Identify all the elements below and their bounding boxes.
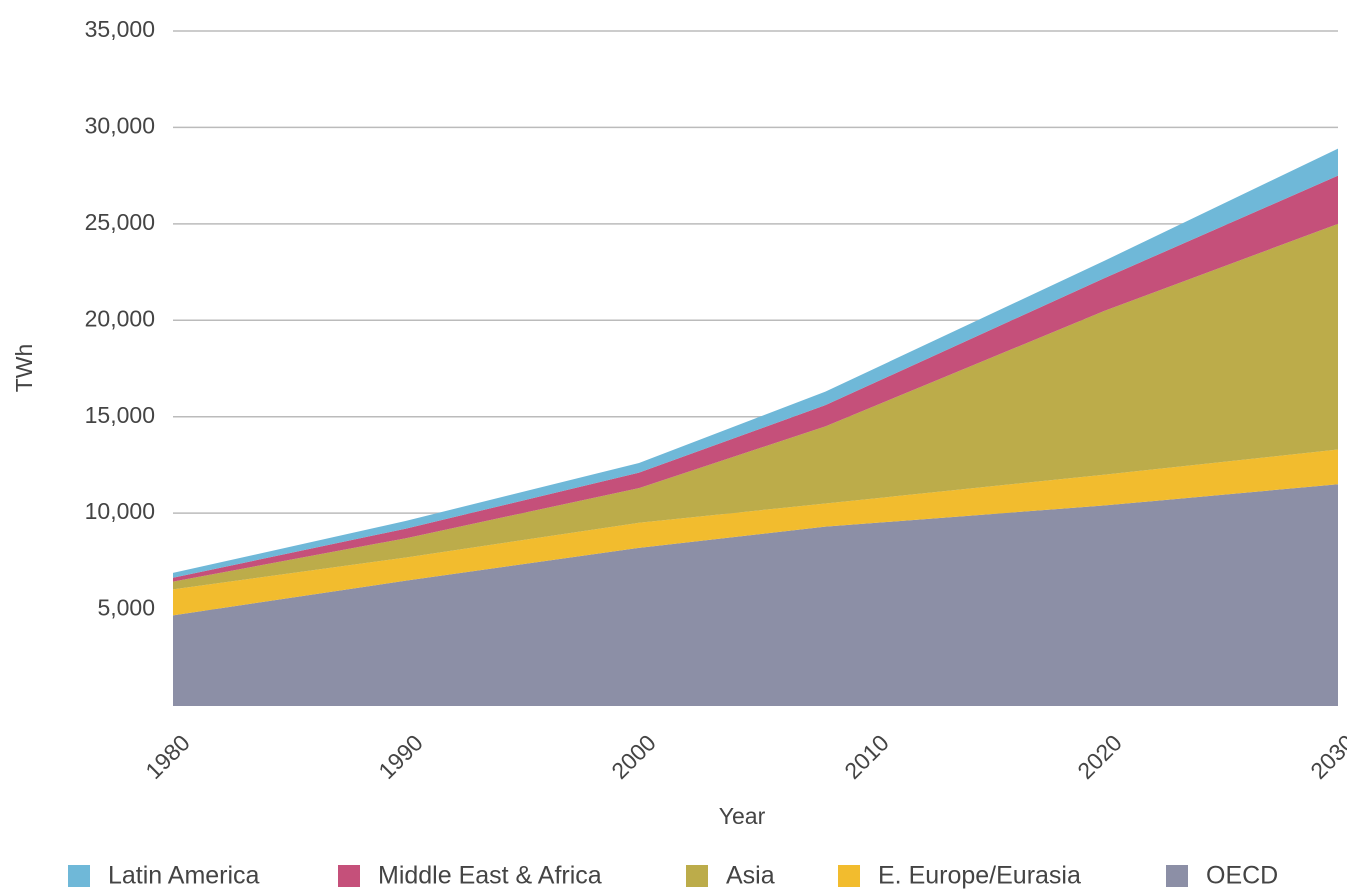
legend-label: OECD	[1206, 862, 1278, 890]
x-tick-label: 2030	[1305, 729, 1347, 784]
area	[173, 449, 1338, 616]
area	[173, 223, 1338, 590]
y-tick-label: 15,000	[85, 402, 155, 428]
x-tick-label: 1980	[140, 729, 195, 784]
legend-swatch	[1166, 865, 1188, 887]
y-tick-label: 5,000	[97, 595, 155, 621]
legend-swatch	[68, 865, 90, 887]
y-tick-label: 10,000	[85, 498, 155, 524]
x-tick-label: 2000	[606, 729, 661, 784]
y-tick-label: 25,000	[85, 209, 155, 235]
legend-label: Middle East & Africa	[378, 862, 602, 890]
x-tick-label: 2020	[1072, 729, 1127, 784]
y-tick-label: 35,000	[85, 16, 155, 42]
legend-swatch	[686, 865, 708, 887]
legend-label: Latin America	[108, 862, 260, 890]
legend-swatch	[338, 865, 360, 887]
legend-label: Asia	[726, 862, 775, 890]
x-axis-label: Year	[719, 803, 766, 829]
area	[173, 484, 1338, 706]
x-tick-label: 2010	[839, 729, 894, 784]
y-tick-label: 20,000	[85, 305, 155, 331]
legend-swatch	[838, 865, 860, 887]
legend-label: E. Europe/Eurasia	[878, 862, 1081, 890]
y-axis-label: TWh	[11, 344, 37, 393]
x-tick-label: 1990	[373, 729, 428, 784]
y-tick-label: 30,000	[85, 113, 155, 139]
